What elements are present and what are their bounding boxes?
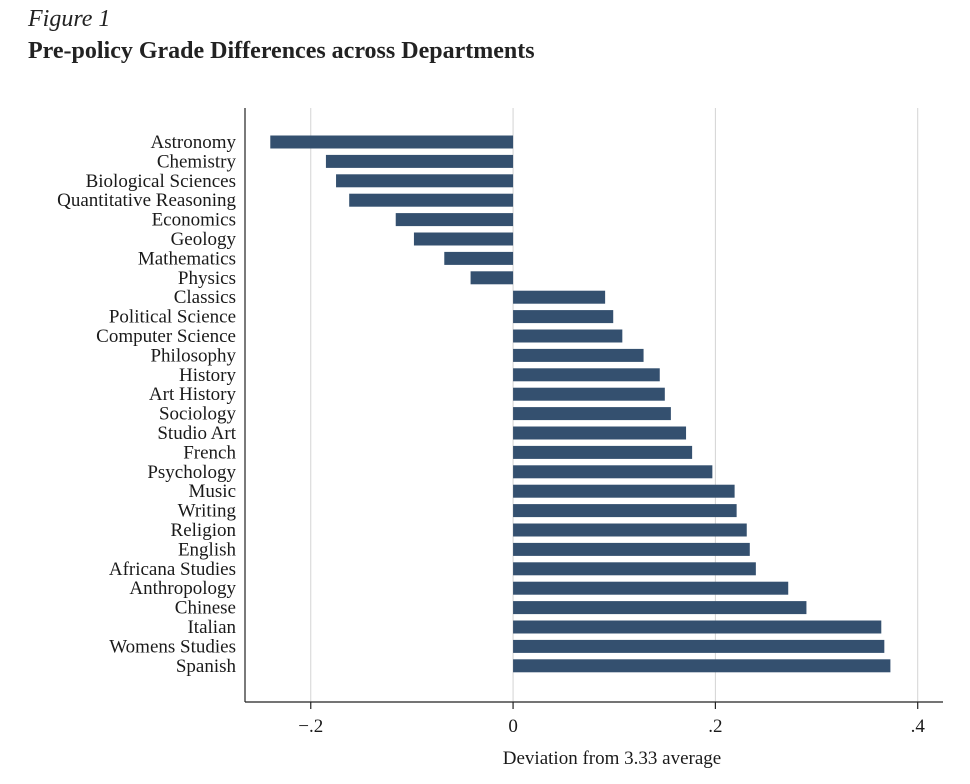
bar-music — [513, 484, 735, 498]
category-label: Computer Science — [96, 326, 236, 347]
x-tick-label: 0 — [508, 716, 518, 737]
bar-womens-studies — [513, 639, 885, 653]
bar-english — [513, 542, 750, 556]
bar-computer-science — [513, 329, 623, 343]
bar-chemistry — [325, 154, 514, 168]
bar-religion — [513, 523, 747, 537]
category-label: Geology — [171, 229, 237, 250]
bar-quantitative-reasoning — [349, 193, 514, 207]
category-label: Womens Studies — [109, 636, 236, 657]
category-label: Africana Studies — [109, 559, 236, 580]
bar-psychology — [513, 465, 713, 479]
bar-french — [513, 445, 693, 459]
bar-philosophy — [513, 348, 644, 362]
category-label: Religion — [171, 520, 237, 541]
bar-classics — [513, 290, 606, 304]
category-label: Mathematics — [138, 248, 236, 269]
category-label: Italian — [187, 617, 236, 638]
category-label: Sociology — [159, 404, 237, 425]
category-label: Quantitative Reasoning — [57, 190, 236, 211]
bar-history — [513, 368, 660, 382]
axes — [244, 108, 943, 703]
bar-mathematics — [444, 251, 514, 265]
category-label: Music — [189, 481, 237, 502]
category-label: History — [179, 365, 237, 386]
bar-physics — [470, 271, 514, 285]
category-label: Physics — [178, 268, 236, 289]
bar-art-history — [513, 387, 665, 401]
category-label: Chinese — [175, 598, 236, 619]
x-tick-label: −.2 — [298, 716, 323, 737]
category-label: Studio Art — [157, 423, 236, 444]
x-axis-title: Deviation from 3.33 average — [503, 748, 721, 769]
bars — [270, 135, 891, 673]
category-label: English — [178, 539, 237, 560]
bar-sociology — [513, 407, 671, 421]
x-ticks: −.2 0 .2 .4 — [298, 702, 925, 737]
category-label: Chemistry — [157, 151, 237, 172]
bar-astronomy — [270, 135, 514, 149]
bar-studio-art — [513, 426, 687, 440]
category-label: Political Science — [109, 307, 236, 328]
category-label: Philosophy — [150, 345, 236, 366]
category-label: Astronomy — [151, 132, 237, 153]
category-label: Biological Sciences — [86, 171, 236, 192]
bar-spanish — [513, 659, 891, 673]
x-tick-label: .4 — [911, 716, 926, 737]
x-tick-label: .2 — [708, 716, 722, 737]
bar-writing — [513, 504, 737, 518]
category-label: Art History — [149, 384, 237, 405]
category-label: Anthropology — [129, 578, 236, 599]
category-label: French — [183, 442, 236, 463]
bar-economics — [395, 213, 514, 227]
category-label: Writing — [178, 501, 237, 522]
category-label: Classics — [174, 287, 236, 308]
bar-geology — [413, 232, 514, 246]
category-label: Spanish — [176, 656, 237, 677]
bar-africana-studies — [513, 562, 756, 576]
bar-chinese — [513, 601, 807, 615]
bar-italian — [513, 620, 882, 634]
chart-title: Pre-policy Grade Differences across Depa… — [28, 38, 535, 64]
bar-biological-sciences — [336, 174, 514, 188]
category-label: Economics — [152, 210, 236, 231]
bar-anthropology — [513, 581, 789, 595]
bar-political-science — [513, 310, 614, 324]
category-label: Psychology — [147, 462, 236, 483]
figure-label: Figure 1 — [28, 6, 111, 32]
